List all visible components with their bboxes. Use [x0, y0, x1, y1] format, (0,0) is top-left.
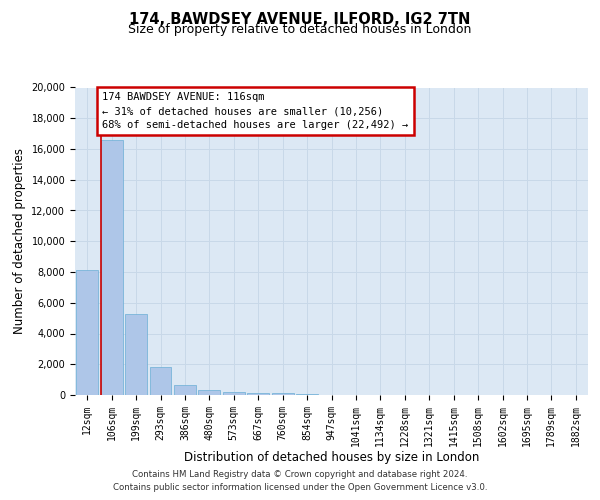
- Bar: [125, 314, 147, 395]
- Bar: [76, 270, 98, 395]
- Bar: [247, 393, 269, 395]
- Text: 174 BAWDSEY AVENUE: 116sqm
← 31% of detached houses are smaller (10,256)
68% of : 174 BAWDSEY AVENUE: 116sqm ← 31% of deta…: [103, 92, 409, 130]
- Bar: [199, 390, 220, 395]
- Text: 174, BAWDSEY AVENUE, ILFORD, IG2 7TN: 174, BAWDSEY AVENUE, ILFORD, IG2 7TN: [130, 12, 470, 28]
- Text: Contains HM Land Registry data © Crown copyright and database right 2024.
Contai: Contains HM Land Registry data © Crown c…: [113, 470, 487, 492]
- Bar: [272, 394, 293, 395]
- Bar: [223, 392, 245, 395]
- X-axis label: Distribution of detached houses by size in London: Distribution of detached houses by size …: [184, 452, 479, 464]
- Bar: [101, 140, 122, 395]
- Y-axis label: Number of detached properties: Number of detached properties: [13, 148, 26, 334]
- Bar: [296, 394, 318, 395]
- Bar: [149, 368, 172, 395]
- Bar: [174, 385, 196, 395]
- Text: Size of property relative to detached houses in London: Size of property relative to detached ho…: [128, 24, 472, 36]
